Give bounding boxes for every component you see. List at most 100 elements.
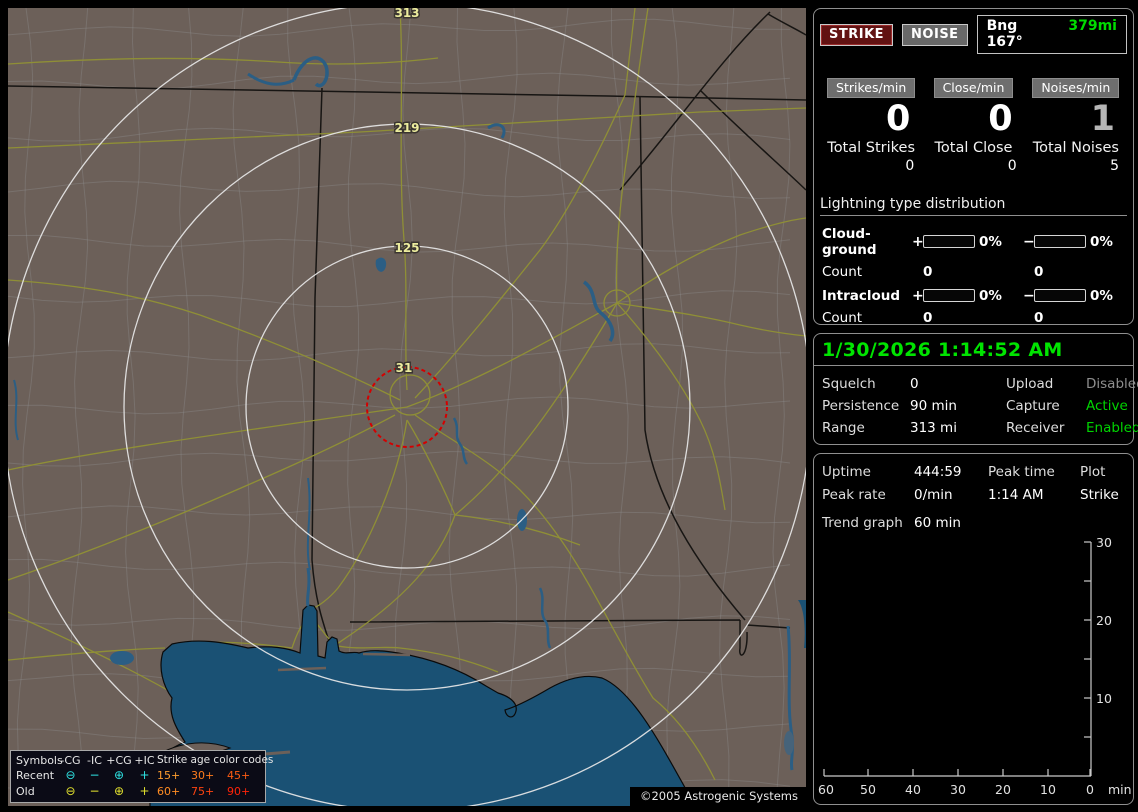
legend-col-neg-cg: -CG (60, 753, 81, 767)
noises-per-min-value: 1 (1090, 99, 1115, 139)
pos-cg-old-icon: ⊕ (113, 783, 125, 798)
range-rings (8, 8, 806, 806)
receiver-status: Enabled (1086, 420, 1138, 436)
plus-sign: + (912, 287, 924, 304)
y-tick-30: 30 (1096, 535, 1112, 550)
close-range-ring (366, 366, 448, 448)
neg-ic-old-icon: − (89, 783, 100, 798)
squelch-value: 0 (910, 376, 919, 392)
trend-graph-value: 60 min (914, 515, 961, 531)
strikes-per-min-value: 0 (885, 99, 911, 139)
total-noises-label: Total Noises (1032, 139, 1119, 156)
cg-negative-pct: 0% (1090, 233, 1113, 250)
persistence-value: 90 min (910, 398, 957, 414)
ic-positive-pct: 0% (979, 287, 1002, 304)
date-time: 1/30/2026 1:14:52 AM (814, 334, 1133, 366)
plot-value: Strike (1080, 487, 1119, 503)
squelch-label: Squelch (822, 376, 876, 392)
strike-toggle-button[interactable]: STRIKE (820, 23, 894, 46)
counters-panel: STRIKE NOISE Bng 167° 379mi Strikes/min … (813, 8, 1134, 326)
ring-label-31: 31 (396, 361, 413, 375)
legend-col-pos-cg: +CG (106, 753, 132, 767)
total-close-value: 0 (1007, 157, 1017, 174)
age-90: 90+ (227, 784, 251, 798)
ring-label-125: 125 (394, 241, 419, 255)
ic-negative-bar (1034, 289, 1086, 302)
pos-ic-old-icon: + (139, 783, 150, 798)
ring-label-313: 313 (394, 8, 419, 20)
settings-panel: 1/30/2026 1:14:52 AM Squelch 0 Upload Di… (813, 333, 1138, 445)
trend-graph-label: Trend graph (822, 515, 903, 531)
y-tick-20: 20 (1096, 613, 1112, 628)
legend-symbols-header: Symbols (16, 753, 63, 767)
pos-ic-recent-icon: + (139, 768, 150, 783)
bearing-readout: Bng 167° 379mi (976, 15, 1127, 54)
noise-toggle-button[interactable]: NOISE (902, 23, 968, 46)
ring-labels: 313 219 125 31 (393, 8, 421, 377)
cloud-ground-label: Cloud-ground (822, 225, 877, 258)
distribution-header: Lightning type distribution (820, 196, 1127, 216)
trend-panel: Uptime 444:59 Peak time Plot Peak rate 0… (813, 453, 1134, 805)
x-tick-60: 60 (818, 782, 834, 797)
x-tick-10: 10 (1040, 782, 1056, 797)
uptime-value: 444:59 (914, 464, 962, 480)
cg-positive-pct: 0% (979, 233, 1002, 250)
x-tick-20: 20 (995, 782, 1011, 797)
cg-count-label: Count (822, 263, 863, 280)
strikes-per-min-chip: Strikes/min (827, 78, 916, 98)
total-close-label: Total Close (934, 139, 1013, 156)
plot-label: Plot (1080, 464, 1106, 480)
x-axis-unit: min (1108, 782, 1132, 797)
neg-ic-recent-icon: − (89, 768, 100, 783)
y-tick-10: 10 (1096, 691, 1112, 706)
uptime-label: Uptime (822, 464, 871, 480)
cg-positive-count: 0 (923, 263, 933, 280)
peak-time-value: 1:14 AM (988, 487, 1044, 503)
noises-per-min-chip: Noises/min (1032, 78, 1120, 98)
map-legend: Symbols -CG -IC +CG +IC Strike age color… (10, 749, 274, 803)
ic-negative-pct: 0% (1090, 287, 1113, 304)
legend-age-header: Strike age color codes (157, 754, 274, 767)
age-15: 15+ (157, 769, 181, 783)
total-strikes-label: Total Strikes (827, 139, 916, 156)
upload-label: Upload (1006, 376, 1054, 392)
trend-graph: 30 20 10 60 50 40 30 20 10 0 min (818, 535, 1132, 797)
copyright-text: ©2005 Astrogenic Systems (629, 787, 806, 806)
highways (8, 8, 806, 781)
total-noises-value: 5 (1110, 157, 1119, 174)
x-tick-30: 30 (950, 782, 966, 797)
upload-status: Disabled (1086, 376, 1138, 392)
capture-label: Capture (1006, 398, 1060, 414)
ic-count-label: Count (822, 309, 863, 326)
age-60: 60+ (157, 784, 181, 798)
age-75: 75+ (191, 784, 215, 798)
neg-cg-old-icon: ⊖ (65, 783, 76, 798)
legend-col-pos-ic: +IC (134, 753, 155, 767)
minus-sign: − (1023, 287, 1035, 304)
close-per-min-chip: Close/min (933, 78, 1014, 98)
ic-positive-bar (923, 289, 975, 302)
ic-negative-count: 0 (1034, 309, 1044, 326)
strike-map[interactable]: 313 219 125 31 Symbols -CG -IC +CG +IC S… (8, 8, 806, 806)
intracloud-label: Intracloud (822, 287, 901, 304)
peak-rate-value: 0/min (914, 487, 953, 503)
capture-status: Active (1086, 398, 1128, 414)
x-tick-0: 0 (1086, 782, 1094, 797)
cg-negative-bar (1034, 235, 1086, 248)
county-lines (8, 8, 791, 792)
close-per-min-value: 0 (988, 99, 1013, 139)
bearing-label: Bng 167° (986, 18, 1023, 50)
x-tick-50: 50 (860, 782, 876, 797)
age-45: 45+ (227, 769, 251, 783)
minus-sign: − (1023, 233, 1035, 250)
rivers-lakes (13, 56, 806, 771)
peak-time-label: Peak time (988, 464, 1055, 480)
age-30: 30+ (191, 769, 215, 783)
plus-sign: + (912, 233, 924, 250)
cg-negative-count: 0 (1034, 263, 1044, 280)
ring-label-219: 219 (394, 121, 419, 135)
total-strikes-value: 0 (905, 157, 915, 174)
legend-row-old-label: Old (16, 784, 35, 798)
pos-cg-recent-icon: ⊕ (113, 768, 125, 783)
